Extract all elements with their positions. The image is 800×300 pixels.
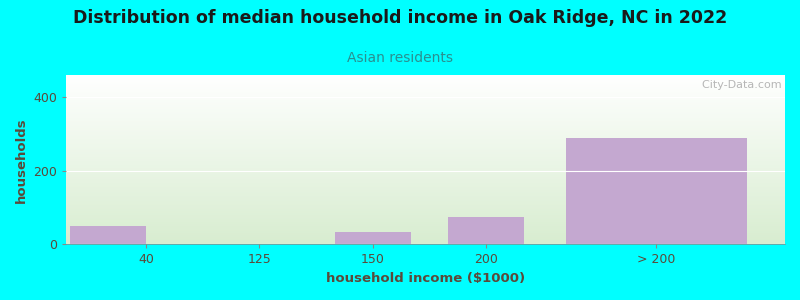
Text: Asian residents: Asian residents (347, 51, 453, 65)
Y-axis label: households: households (15, 117, 28, 202)
Text: Distribution of median household income in Oak Ridge, NC in 2022: Distribution of median household income … (73, 9, 727, 27)
Bar (449, 217, 524, 244)
Bar (566, 138, 747, 244)
X-axis label: household income ($1000): household income ($1000) (326, 272, 526, 285)
Bar (70, 226, 146, 244)
Text: City-Data.com: City-Data.com (694, 80, 782, 90)
Bar (335, 232, 410, 244)
